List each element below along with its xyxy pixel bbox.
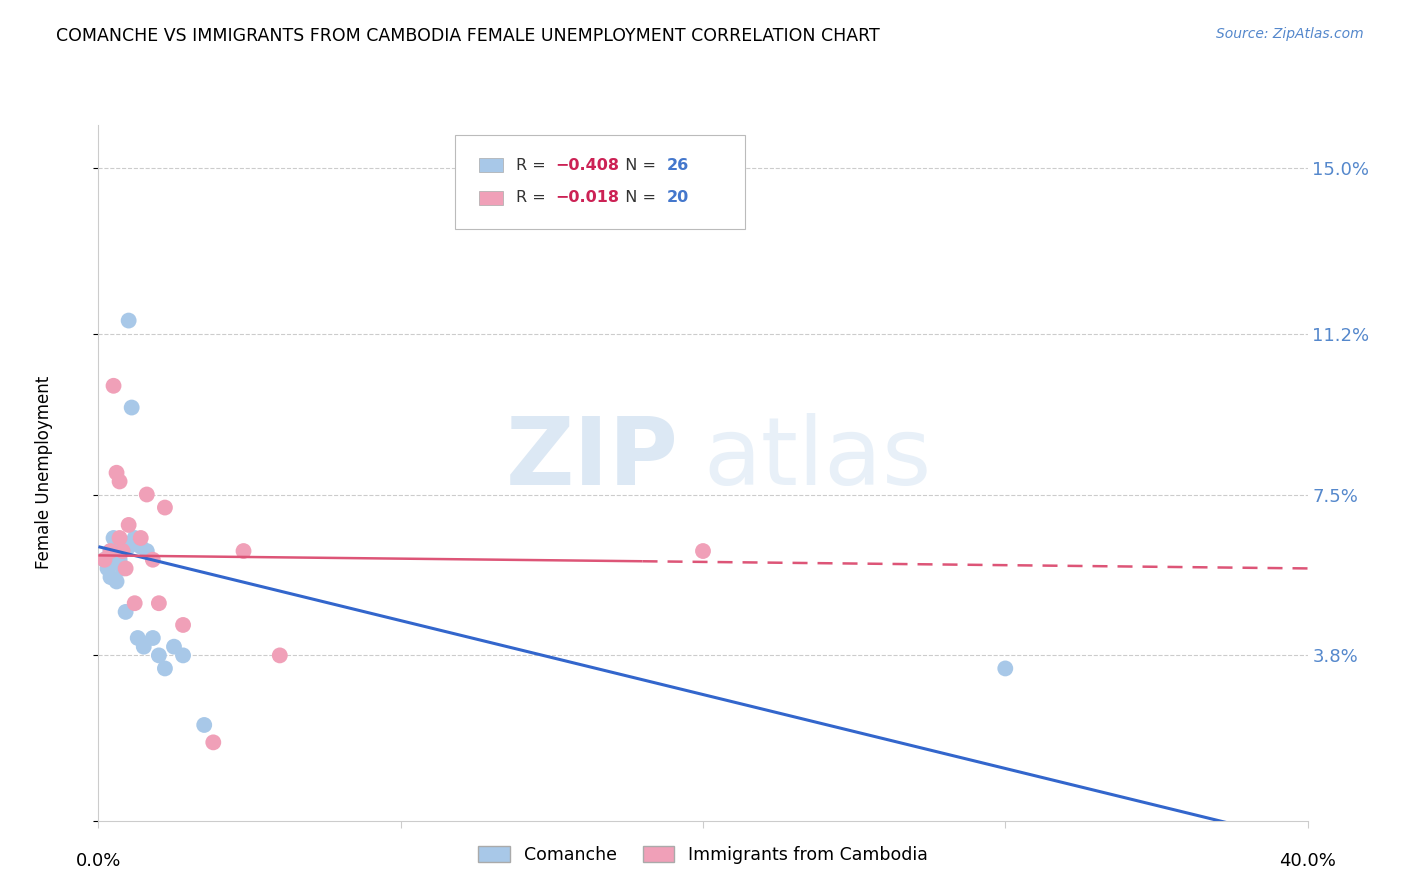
FancyBboxPatch shape (456, 136, 745, 229)
Point (172, 618, 194, 632)
Point (129, 531, 152, 545)
Text: N =: N = (614, 190, 661, 205)
Point (108, 552, 131, 567)
Text: 0.0%: 0.0% (76, 852, 121, 870)
FancyBboxPatch shape (479, 191, 503, 205)
Point (105, 574, 128, 589)
Point (172, 648, 194, 663)
Point (93, 552, 115, 567)
Point (124, 531, 146, 545)
Point (118, 540, 141, 554)
Point (142, 552, 165, 567)
Point (114, 605, 136, 619)
Point (108, 475, 131, 489)
Text: 20: 20 (666, 190, 689, 205)
Point (132, 640, 155, 654)
Point (994, 661, 1017, 675)
Point (153, 661, 176, 675)
Text: −0.408: −0.408 (555, 158, 620, 173)
Point (118, 517, 141, 532)
Point (135, 544, 157, 558)
Text: −0.018: −0.018 (555, 190, 620, 205)
Text: R =: R = (516, 190, 551, 205)
Point (105, 535, 128, 549)
Point (111, 561, 134, 575)
Legend: Comanche, Immigrants from Cambodia: Comanche, Immigrants from Cambodia (471, 839, 935, 871)
Point (100, 544, 122, 558)
Text: atlas: atlas (703, 413, 931, 505)
Point (103, 531, 125, 545)
Text: 26: 26 (666, 158, 689, 173)
Point (111, 544, 134, 558)
Point (129, 540, 152, 554)
Text: R =: R = (516, 158, 551, 173)
Text: 40.0%: 40.0% (1279, 852, 1336, 870)
Point (163, 640, 186, 654)
Point (124, 596, 146, 610)
Text: COMANCHE VS IMMIGRANTS FROM CAMBODIA FEMALE UNEMPLOYMENT CORRELATION CHART: COMANCHE VS IMMIGRANTS FROM CAMBODIA FEM… (56, 27, 880, 45)
Text: Source: ZipAtlas.com: Source: ZipAtlas.com (1216, 27, 1364, 41)
Point (153, 500, 176, 515)
Point (100, 544, 122, 558)
Point (127, 631, 149, 645)
Point (193, 718, 215, 732)
Point (100, 570, 122, 584)
Point (269, 648, 291, 663)
Text: N =: N = (614, 158, 661, 173)
Text: ZIP: ZIP (506, 413, 679, 505)
Text: Female Unemployment: Female Unemployment (35, 376, 53, 569)
Point (142, 631, 165, 645)
Point (202, 735, 225, 749)
Point (96, 561, 118, 575)
Point (118, 313, 141, 327)
Point (148, 648, 170, 663)
Point (103, 378, 125, 392)
Point (93, 552, 115, 567)
Point (232, 544, 254, 558)
Point (135, 487, 157, 501)
FancyBboxPatch shape (479, 158, 503, 172)
Point (105, 466, 128, 480)
Point (103, 552, 125, 567)
Point (148, 596, 170, 610)
Point (108, 531, 131, 545)
Point (692, 544, 714, 558)
Point (114, 561, 136, 575)
Point (121, 401, 143, 415)
